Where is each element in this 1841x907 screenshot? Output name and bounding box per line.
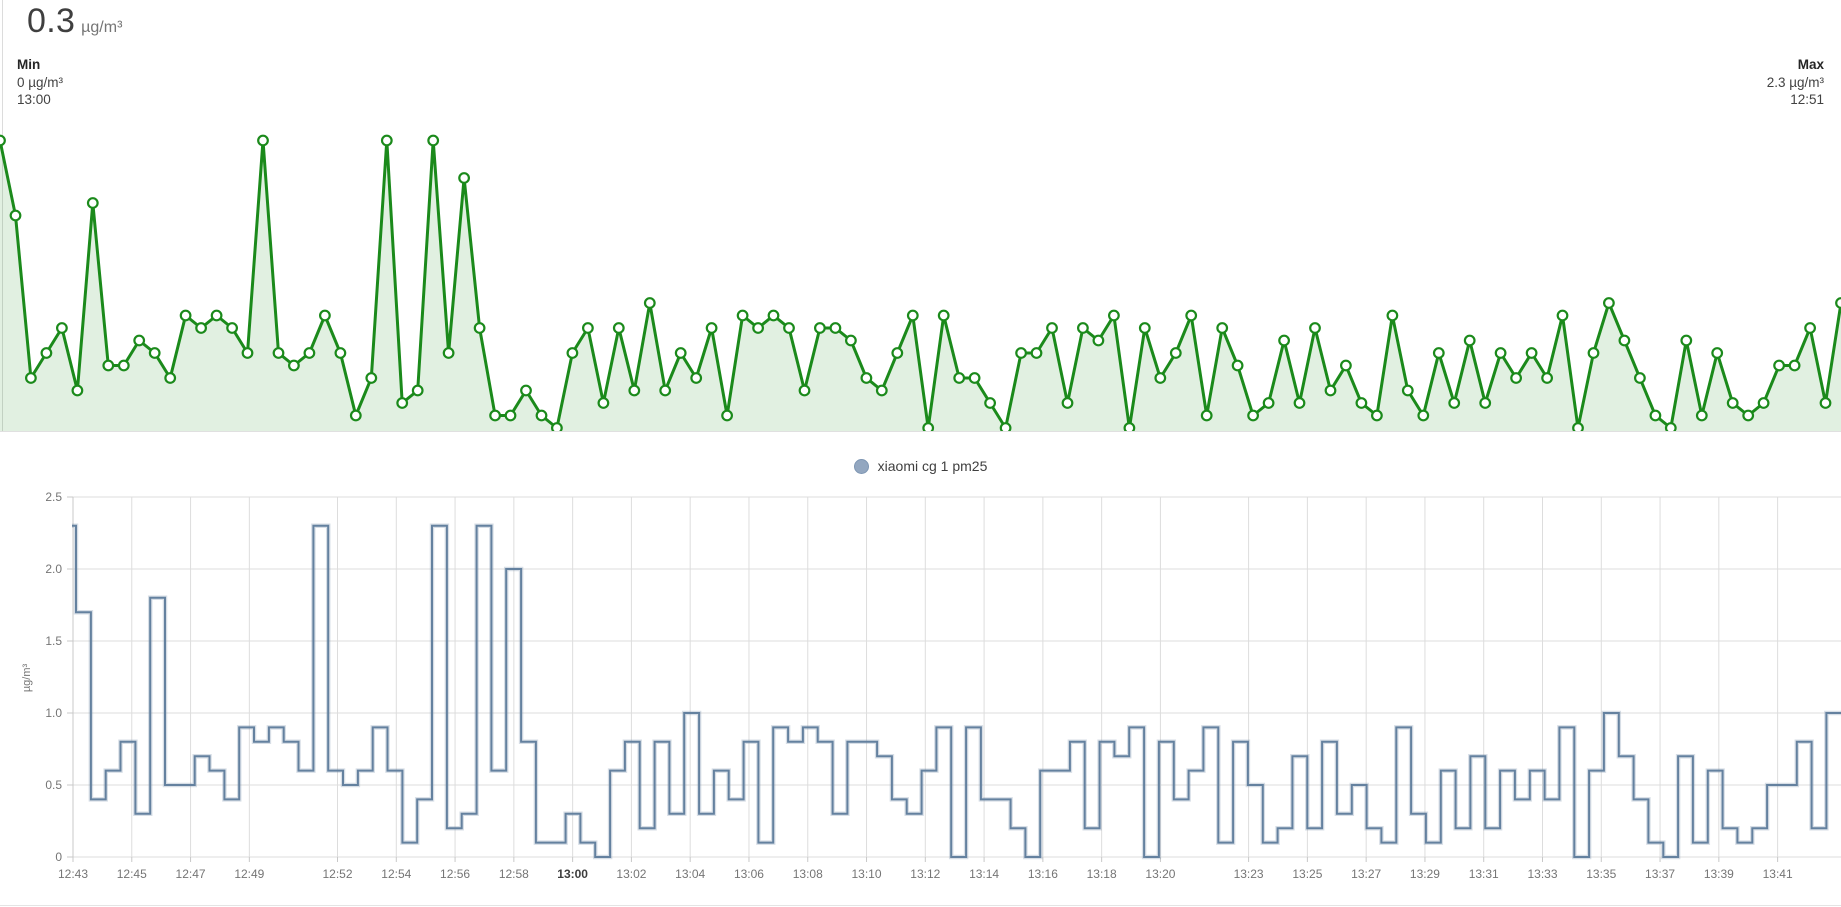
max-stat-value: 2.3 µg/m³ [1766,74,1824,90]
svg-text:13:12: 13:12 [910,867,940,881]
svg-text:12:47: 12:47 [176,867,206,881]
svg-text:13:14: 13:14 [969,867,999,881]
svg-text:12:49: 12:49 [234,867,264,881]
svg-text:12:43: 12:43 [58,867,88,881]
svg-text:13:10: 13:10 [852,867,882,881]
svg-text:13:31: 13:31 [1469,867,1499,881]
svg-text:0.5: 0.5 [45,778,62,792]
svg-text:13:20: 13:20 [1145,867,1175,881]
legend-series-label[interactable]: xiaomi cg 1 pm25 [877,458,988,474]
svg-text:µg/m³: µg/m³ [21,663,33,692]
svg-text:12:56: 12:56 [440,867,470,881]
current-value-number: 0.3 [27,2,76,40]
svg-text:13:08: 13:08 [793,867,823,881]
svg-text:13:06: 13:06 [734,867,764,881]
card-left-border [2,0,3,431]
svg-text:13:37: 13:37 [1645,867,1675,881]
svg-text:13:33: 13:33 [1527,867,1557,881]
svg-text:13:29: 13:29 [1410,867,1440,881]
svg-text:13:25: 13:25 [1292,867,1322,881]
card-divider [0,431,1841,432]
svg-text:2.5: 2.5 [45,490,62,504]
svg-text:13:02: 13:02 [616,867,646,881]
min-stat-label: Min [17,57,41,72]
svg-text:13:04: 13:04 [675,867,705,881]
svg-text:13:27: 13:27 [1351,867,1381,881]
svg-text:13:39: 13:39 [1704,867,1734,881]
svg-text:0: 0 [55,850,62,864]
max-stat-time: 12:51 [1790,92,1824,107]
svg-text:12:54: 12:54 [381,867,411,881]
svg-text:12:45: 12:45 [117,867,147,881]
svg-text:13:23: 13:23 [1234,867,1264,881]
svg-text:12:58: 12:58 [499,867,529,881]
current-value: 0.3 µg/m³ [27,2,122,41]
bottom-divider [0,905,1841,906]
min-stat: Min 0 µg/m³ 13:00 [17,56,63,109]
min-stat-time: 13:00 [17,92,51,107]
history-graph-chart[interactable]: 0 0.5 1.0 1.5 2.0 2.5 12:43 12:45 12:47 12:49 12:5… [0,488,1841,907]
svg-text:1.5: 1.5 [45,634,62,648]
svg-text:1.0: 1.0 [45,706,62,720]
max-stat-label: Max [1797,57,1824,72]
svg-text:13:35: 13:35 [1586,867,1616,881]
legend-marker-icon[interactable] [853,458,869,474]
svg-text:13:18: 13:18 [1087,867,1117,881]
current-value-unit: µg/m³ [81,19,123,36]
svg-text:12:52: 12:52 [322,867,352,881]
svg-text:13:00: 13:00 [557,867,588,881]
svg-text:2.0: 2.0 [45,562,62,576]
history-legend: xiaomi cg 1 pm25 [0,458,1841,474]
min-stat-value: 0 µg/m³ [17,74,64,90]
svg-text:13:16: 13:16 [1028,867,1058,881]
sensor-sparkline-chart[interactable] [0,118,1841,431]
max-stat: Max 2.3 µg/m³ 12:51 [1767,56,1824,109]
svg-text:13:41: 13:41 [1763,867,1793,881]
